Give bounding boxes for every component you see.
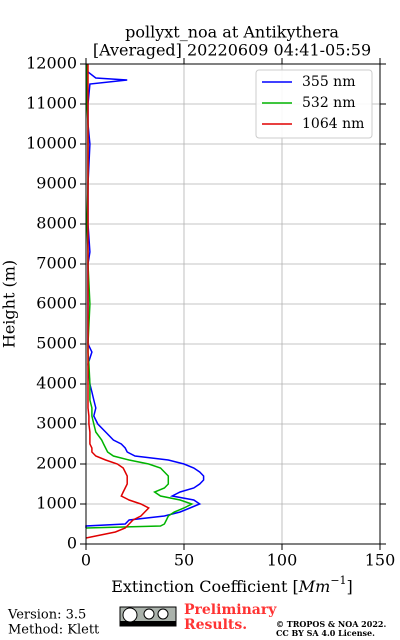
y-tick-label: 7000	[36, 254, 77, 273]
x-axis-label: Extinction Coefficient [Mm−1]	[111, 574, 353, 596]
legend-label: 532 nm	[302, 95, 355, 111]
legend: 355 nm 532 nm 1064 nm	[255, 69, 373, 139]
x-tick-label: 150	[365, 551, 396, 570]
copyright: © TROPOS & NOA 2022.	[276, 619, 386, 629]
y-tick-label: 10000	[26, 134, 77, 153]
chart-title: pollyxt_noa at Antikythera	[125, 23, 339, 42]
notice: Results.	[184, 617, 247, 633]
y-tick-label: 8000	[36, 214, 77, 233]
y-tick-label: 6000	[36, 294, 77, 313]
copyright: CC BY SA 4.0 License.	[276, 628, 375, 638]
y-tick-label: 3000	[36, 414, 77, 433]
version: Version: 3.5	[7, 608, 86, 623]
x-label-exponent: −1	[330, 574, 346, 587]
x-tick-label: 50	[174, 551, 194, 570]
y-tick-label: 1000	[36, 494, 77, 513]
x-label-unit: Mm	[298, 577, 331, 596]
y-tick-label: 11000	[26, 94, 77, 113]
x-label-text: Extinction Coefficient [	[111, 577, 299, 596]
x-tick-label: 100	[267, 551, 298, 570]
chart-subtitle: [Averaged] 20220609 04:41-05:59	[93, 41, 371, 60]
plot-frame	[85, 63, 381, 545]
method: Method: Klett	[8, 623, 100, 638]
legend-label: 1064 nm	[302, 116, 364, 132]
cc-badge	[119, 606, 177, 627]
x-label-text: ]	[347, 577, 353, 596]
y-tick-label: 0	[67, 534, 77, 553]
legend-box	[255, 69, 373, 139]
y-tick-label: 9000	[36, 174, 77, 193]
x-tick-label: 0	[81, 551, 91, 570]
y-tick-label: 5000	[36, 334, 77, 353]
notice: Preliminary	[184, 602, 277, 618]
y-tick-label: 2000	[36, 454, 77, 473]
legend-label: 355 nm	[302, 74, 355, 90]
y-axis-label: Height (m)	[0, 260, 19, 348]
y-tick-label: 4000	[36, 374, 77, 393]
profile-line	[85, 64, 150, 539]
y-tick-label: 12000	[26, 54, 77, 73]
